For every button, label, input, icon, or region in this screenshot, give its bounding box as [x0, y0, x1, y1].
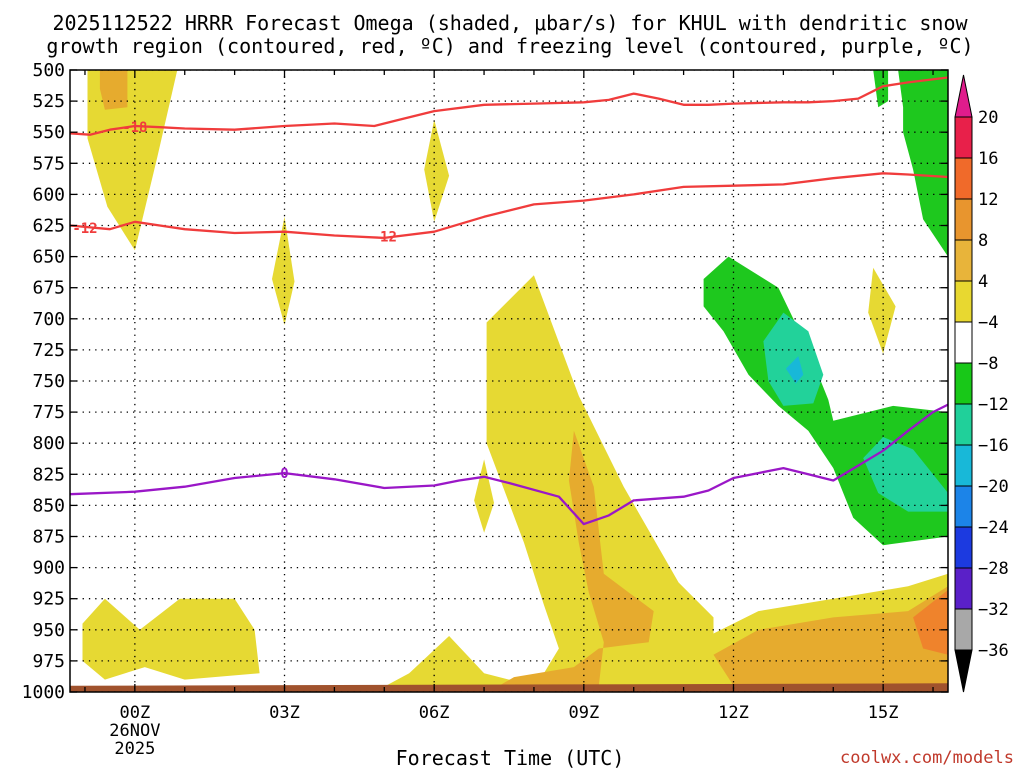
omega-region-9 [499, 430, 654, 686]
y-tick-label: 950 [32, 620, 65, 641]
omega-region-4 [474, 459, 494, 533]
y-tick-label: 725 [32, 340, 65, 361]
omega-region-0 [87, 70, 178, 251]
colorbar-segment [954, 362, 973, 405]
omega-region-3 [272, 216, 295, 325]
y-tick-label: 600 [32, 184, 65, 205]
axes: 500 525 550 575 600 625 650 675 700 725 750 775 800 8… [22, 60, 949, 759]
y-tick-label: 575 [32, 153, 65, 174]
colorbar-label: −8 [978, 354, 998, 374]
omega-region-6 [374, 275, 714, 692]
contour-line-0 [70, 76, 948, 136]
x-tick-label: 12Z [718, 703, 749, 723]
x-tick-label: 15Z [868, 703, 899, 723]
colorbar-label: 4 [978, 272, 988, 292]
colorbar-segment [954, 116, 973, 159]
contour-label: -12 [372, 230, 397, 246]
colorbar-label: −36 [978, 641, 1009, 661]
y-tick-label: 750 [32, 371, 65, 392]
omega-region-1 [99, 70, 128, 110]
x-tick-label: 03Z [269, 703, 300, 723]
y-tick-label: 775 [32, 402, 65, 423]
x-tick-year: 2025 [114, 739, 155, 759]
y-tick-label: 500 [32, 60, 65, 81]
contour-label: -12 [72, 221, 97, 237]
colorbar-segment [954, 526, 973, 569]
x-tick-label: 06Z [419, 703, 450, 723]
contour-label: 0 [280, 466, 288, 482]
colorbar-label: −24 [978, 518, 1009, 538]
colorbar: 20 16 12 8 4 −4 −8 −12 −16 −20 −24 −28 −32 −36 [954, 74, 1009, 693]
x-tick-label: 09Z [568, 703, 599, 723]
colorbar-segment [954, 280, 973, 323]
colorbar-segment [954, 567, 973, 610]
colorbar-label: −4 [978, 313, 998, 333]
colorbar-label: −12 [978, 395, 1009, 415]
omega-region-5 [868, 267, 896, 354]
y-tick-label: 925 [32, 589, 65, 610]
y-tick-label: 550 [32, 122, 65, 143]
omega-region-7 [82, 598, 260, 680]
colorbar-segment [954, 157, 973, 200]
y-tick-label: 900 [32, 558, 65, 579]
omega-region-16 [863, 437, 948, 512]
colorbar-label: −16 [978, 436, 1009, 456]
colorbar-segment [954, 608, 973, 651]
colorbar-segment [954, 403, 973, 446]
contour-label: -18 [122, 120, 147, 136]
colorbar-top-arrow [954, 74, 973, 118]
y-tick-label: 525 [32, 91, 65, 112]
y-tick-label: 650 [32, 247, 65, 268]
colorbar-label: 12 [978, 190, 998, 210]
chart-title-line-2: growth region (contoured, red, ºC) and f… [46, 34, 973, 58]
colorbar-segment [954, 444, 973, 487]
colorbar-segment [954, 239, 973, 282]
y-tick-label: 850 [32, 495, 65, 516]
omega-region-13 [898, 70, 948, 257]
y-tick-label: 875 [32, 527, 65, 548]
y-tick-label: 1000 [22, 682, 65, 703]
colorbar-label: −32 [978, 600, 1009, 620]
omega-region-2 [424, 119, 450, 222]
colorbar-segment [954, 198, 973, 241]
y-tick-label: 825 [32, 464, 65, 485]
chart-title-line-1: 2025112522 HRRR Forecast Omega (shaded, … [52, 11, 968, 35]
colorbar-segment [954, 321, 973, 364]
colorbar-label: 8 [978, 231, 988, 251]
omega-region-15 [763, 312, 824, 406]
omega-region-11 [913, 590, 948, 655]
colorbar-bottom-arrow [954, 649, 973, 693]
y-tick-label: 700 [32, 309, 65, 330]
contour-line-2 [70, 403, 948, 526]
omega-region-17 [785, 356, 804, 384]
y-tick-label: 625 [32, 216, 65, 237]
surface-band [70, 683, 948, 692]
x-axis-label: Forecast Time (UTC) [396, 746, 625, 768]
x-tick-date: 26NOV [109, 721, 160, 741]
colorbar-label: 20 [978, 108, 998, 128]
colorbar-label: −20 [978, 477, 1009, 497]
contour-line-1 [70, 172, 948, 240]
y-tick-label: 675 [32, 278, 65, 299]
y-tick-label: 800 [32, 433, 65, 454]
colorbar-label: −28 [978, 559, 1009, 579]
y-tick-label: 975 [32, 651, 65, 672]
plot-area: -18 -12 -12 0 [70, 70, 948, 692]
source-credit: coolwx.com/models [840, 748, 1014, 768]
colorbar-label: 16 [978, 149, 998, 169]
colorbar-segment [954, 485, 973, 528]
x-tick-label: 00Z [119, 703, 150, 723]
